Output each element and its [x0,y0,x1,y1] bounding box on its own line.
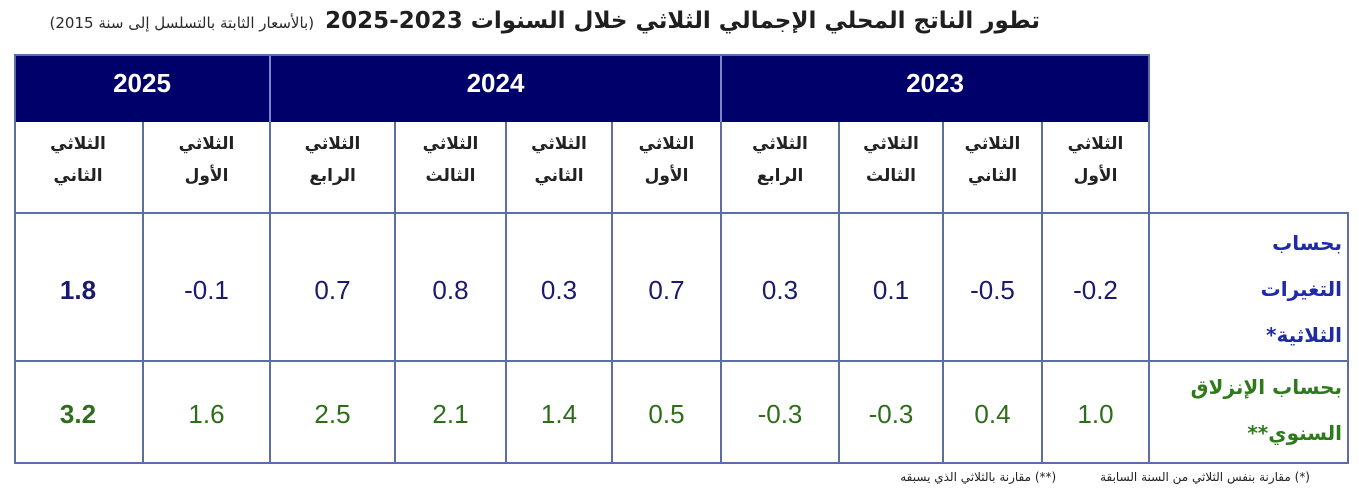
row-label-quarterly: بحساب التغيرات الثلاثية* [1152,220,1342,358]
row-label-line: بحساب الإنزلاق [1190,375,1342,399]
quarter-header-2025-q2: الثلاثي الثاني [14,128,142,208]
grid-line [14,212,1349,214]
year-2023-header: 2023 [906,68,964,98]
table-title: تطور الناتج المحلي الإجمالي الثلاثي خلال… [50,8,1040,44]
quarter-ordinal: الأول [1073,166,1118,186]
value-cell: 0.3 [540,275,578,305]
row-label-line: بحساب [1272,231,1342,255]
quarter-word: الثلاثي [638,134,695,154]
row-label-annual: بحساب الإنزلاق السنوي** [1152,364,1342,456]
quarter-ordinal: الثاني [53,166,103,186]
quarter-header-2023-q1: الثلاثي الأول [1043,128,1148,208]
quarter-header-2024-q2: الثلاثي الثاني [507,128,611,208]
quarter-ordinal: الثالث [425,166,476,186]
title-main: تطور الناتج المحلي الإجمالي الثلاثي خلال… [325,8,1040,34]
value-cell: 0.3 [761,275,799,305]
value-cell: 2.1 [432,399,469,429]
value-cell: 0.5 [648,399,685,429]
quarter-header-2023-q3: الثلاثي الثالث [840,128,942,208]
value-cell: 1.0 [1077,399,1114,429]
value-cell: -0.3 [868,399,914,429]
grid-line [142,122,144,464]
quarter-header-2024-q3: الثلاثي الثالث [396,128,505,208]
year-divider [720,54,722,122]
grid-line [505,122,507,464]
value-cell: 0.1 [872,275,910,305]
quarter-word: الثلاثي [1067,134,1124,154]
grid-line [720,122,722,464]
footnote-2: (**) مقارنة بالثلاثي الذي يسبقه [900,470,1057,484]
row-label-line: السنوي** [1247,421,1342,445]
grid-line [1041,122,1043,464]
quarter-header-2023-q4: الثلاثي الرابع [722,128,838,208]
quarter-ordinal: الأول [644,166,689,186]
quarter-header-2025-q1: الثلاثي الأول [144,128,269,208]
year-header-bar [14,54,1148,122]
footnotes: (*) مقارنة بنفس الثلاثي من السنة السابقة… [730,470,1310,484]
grid-line [394,122,396,464]
year-2025-header: 2025 [113,68,171,98]
grid-line [269,122,271,464]
quarter-ordinal: الرابع [756,166,804,186]
value-cell: 0.7 [648,275,685,305]
grid-line [1347,212,1349,464]
value-cell: -0.2 [1073,275,1118,305]
year-divider [269,54,271,122]
grid-line [14,462,1349,464]
grid-line [942,122,944,464]
value-cell-highlight: 1.8 [59,275,97,305]
value-cell: -0.3 [757,399,803,429]
value-cell: 1.6 [188,399,225,429]
value-cell: -0.1 [184,275,229,305]
gdp-table: 2025 2024 2023 الثلاثي الثاني الثلاثي ال… [14,54,1349,464]
quarter-word: الثلاثي [863,134,919,154]
quarter-word: الثلاثي [964,134,1021,154]
quarter-ordinal: الثاني [534,166,584,186]
value-cell: 0.7 [314,275,351,305]
title-subtitle: (بالأسعار الثابتة بالتسلسل إلى سنة 2015) [49,14,315,32]
value-cell: 1.4 [540,399,578,429]
year-2024-header: 2024 [466,68,525,98]
quarter-header-2023-q2: الثلاثي الثاني [944,128,1041,208]
quarter-word: الثلاثي [752,134,808,154]
quarter-ordinal: الأول [184,166,229,186]
quarter-word: الثلاثي [531,134,587,154]
quarter-ordinal: الثاني [967,166,1018,186]
quarter-ordinal: الرابع [309,166,356,186]
value-cell: 2.5 [314,399,351,429]
row-label-line: التغيرات [1260,277,1342,301]
row-label-line: الثلاثية* [1266,323,1342,347]
quarter-ordinal: الثالث [866,166,916,186]
value-cell: 0.8 [432,275,469,305]
value-cell-highlight: 3.2 [59,399,97,429]
grid-line [14,54,1148,56]
footnote-1: (*) مقارنة بنفس الثلاثي من السنة السابقة [1100,470,1310,484]
quarter-word: الثلاثي [178,134,235,154]
grid-line [838,122,840,464]
quarter-header-2024-q1: الثلاثي الأول [613,128,720,208]
grid-line [14,360,1349,362]
quarter-word: الثلاثي [50,134,106,154]
value-cell: 0.4 [974,399,1011,429]
quarter-word: الثلاثي [304,134,361,154]
value-cell: -0.5 [970,275,1015,305]
grid-line [611,122,613,464]
grid-line [14,54,16,464]
quarter-word: الثلاثي [422,134,479,154]
grid-line [1148,54,1150,464]
quarter-header-2024-q4: الثلاثي الرابع [271,128,394,208]
